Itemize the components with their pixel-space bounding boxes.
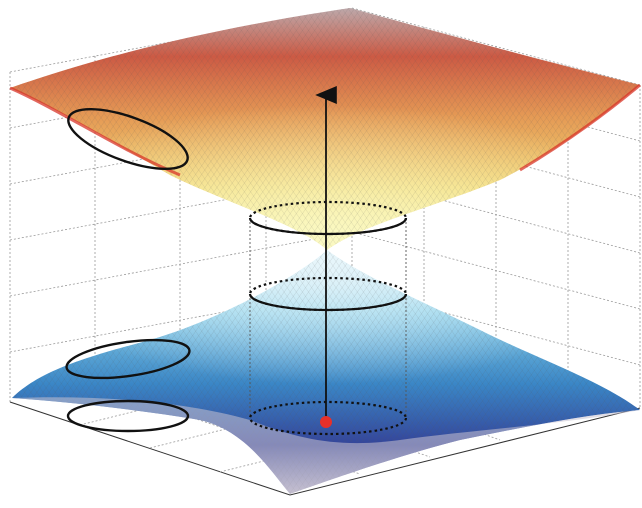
upper-left-ellipse [67, 107, 189, 171]
middle-left-ellipse [65, 338, 191, 380]
ring-front-arcs [248, 217, 408, 312]
upper-surface [9, 8, 641, 250]
floor-left-ellipse [66, 399, 190, 433]
floor-dotted-ring [248, 400, 408, 436]
cylinder-lines [249, 218, 407, 418]
side-ellipses [65, 107, 191, 433]
red-point-marker [320, 416, 332, 428]
